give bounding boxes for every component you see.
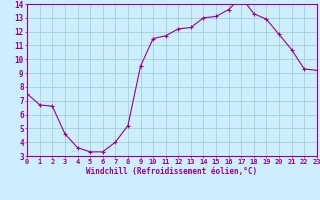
X-axis label: Windchill (Refroidissement éolien,°C): Windchill (Refroidissement éolien,°C): [86, 167, 258, 176]
